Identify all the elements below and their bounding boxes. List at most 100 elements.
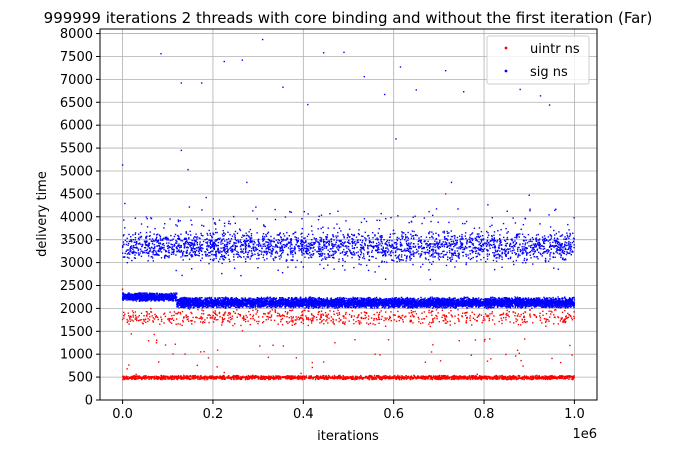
data-point [456,375,458,378]
data-point [482,319,484,322]
data-point [247,320,249,322]
data-point [145,300,147,302]
data-point [355,378,358,380]
data-point [543,318,546,320]
data-point [213,378,215,380]
data-point [294,319,296,321]
data-point [390,311,392,313]
data-point [171,296,173,298]
data-point [378,311,381,314]
data-point [149,316,151,318]
data-point [561,311,564,314]
data-point [254,306,256,308]
data-point [128,292,130,294]
data-point [312,376,315,379]
data-point [168,317,170,320]
data-point [272,376,275,378]
data-point [134,311,137,313]
data-point [200,316,202,318]
data-point [384,374,386,377]
data-point [229,312,232,314]
data-point [533,313,535,316]
data-point [188,377,191,380]
data-point [166,293,168,296]
data-point [325,378,328,380]
data-point [255,308,257,311]
data-point [509,375,511,377]
data-point [539,319,542,321]
data-point [235,375,237,377]
data-point [483,375,486,378]
data-point [158,294,161,296]
data-point [133,294,136,297]
data-point [559,375,562,377]
data-point [549,376,552,378]
data-point [562,303,564,306]
data-point [209,376,212,378]
data-point [491,319,494,321]
data-point [445,375,447,377]
data-point [247,377,249,379]
data-point [535,315,538,318]
data-point [441,309,444,311]
data-point [496,376,498,378]
data-point [263,313,265,315]
data-point [278,313,281,315]
data-point [144,377,146,379]
data-point [163,375,165,378]
data-point [305,377,308,379]
data-point [451,377,453,379]
data-point [297,375,299,377]
data-point [258,320,260,323]
data-point [277,376,280,379]
data-point [310,313,313,315]
data-point [518,376,520,378]
data-point [495,378,497,380]
data-point [183,375,185,378]
data-point [218,376,221,378]
data-point [223,314,225,317]
data-point [342,315,345,317]
data-point [293,376,295,378]
data-point [145,376,147,379]
data-point [409,378,411,380]
data-point [445,319,447,321]
data-point [142,376,144,378]
data-point [309,376,311,378]
data-point [426,305,428,307]
data-point [307,324,309,327]
data-point [296,376,298,378]
data-point [295,316,297,318]
data-point [216,376,219,379]
data-point [222,375,224,377]
data-point [365,376,367,378]
data-point [289,378,292,381]
data-point [285,378,288,380]
data-point [143,293,145,295]
data-point [536,299,538,301]
data-point [161,297,164,299]
data-point [504,377,506,379]
data-point [430,351,433,353]
data-point [384,325,387,328]
data-point [348,377,350,379]
data-point [140,312,143,315]
data-point [229,316,232,319]
data-point [446,320,449,323]
data-point [202,322,204,324]
data-point [431,314,433,316]
data-point [515,377,518,380]
data-point [560,317,562,319]
data-point [468,375,470,377]
data-point [373,378,376,380]
data-point [371,375,373,377]
data-point [191,376,193,378]
data-point [271,377,273,380]
data-point [297,316,300,318]
data-point [159,298,162,301]
data-point [444,193,447,195]
data-point [350,377,352,380]
data-point [409,321,411,323]
data-point [214,310,216,312]
data-point [432,318,434,321]
